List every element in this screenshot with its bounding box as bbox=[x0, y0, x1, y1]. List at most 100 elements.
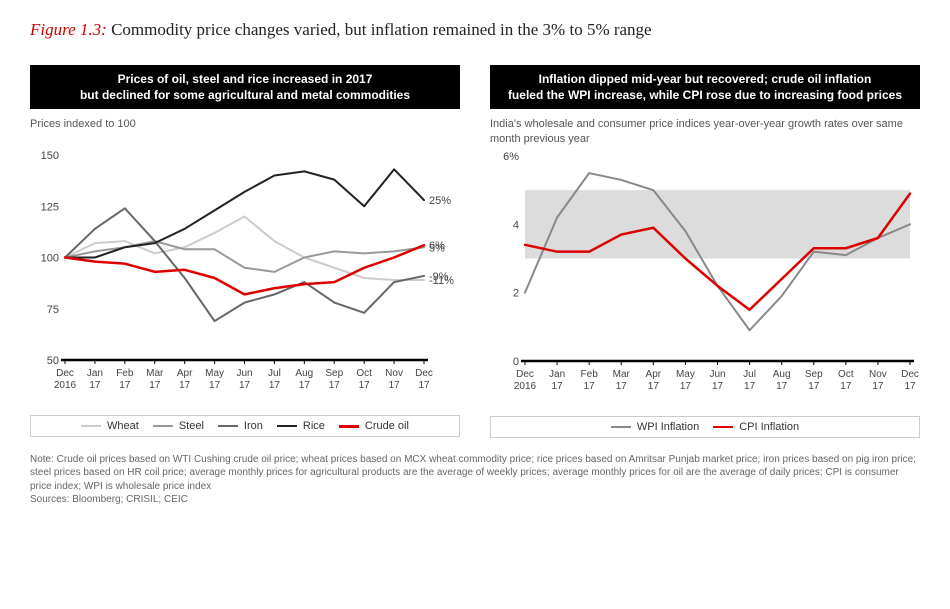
legend-label: Iron bbox=[244, 420, 263, 432]
left-chart-area: 5075100125150-11%5%-9%25%6%Dec2016Jan17F… bbox=[30, 145, 460, 405]
svg-text:17: 17 bbox=[209, 380, 221, 391]
right-sublabel: India's wholesale and consumer price ind… bbox=[490, 117, 920, 146]
svg-text:17: 17 bbox=[744, 381, 756, 392]
right-header-line2: fueled the WPI increase, while CPI rose … bbox=[500, 87, 910, 103]
svg-text:May: May bbox=[676, 369, 695, 380]
svg-text:17: 17 bbox=[776, 381, 788, 392]
svg-text:17: 17 bbox=[269, 380, 281, 391]
svg-text:Nov: Nov bbox=[385, 368, 403, 379]
right-legend: WPI Inflation CPI Inflation bbox=[490, 416, 920, 438]
footnote-note: Note: Crude oil prices based on WTI Cush… bbox=[30, 453, 920, 494]
svg-text:Feb: Feb bbox=[581, 369, 599, 380]
legend-swatch bbox=[713, 426, 733, 429]
svg-text:Aug: Aug bbox=[773, 369, 791, 380]
legend-swatch bbox=[218, 425, 238, 427]
svg-text:17: 17 bbox=[808, 381, 820, 392]
legend-item: Crude oil bbox=[339, 420, 409, 432]
svg-text:17: 17 bbox=[239, 380, 251, 391]
left-chart-header: Prices of oil, steel and rice increased … bbox=[30, 65, 460, 109]
right-chart-panel: Inflation dipped mid-year but recovered;… bbox=[490, 65, 920, 438]
svg-text:Jun: Jun bbox=[709, 369, 725, 380]
svg-text:Jul: Jul bbox=[743, 369, 756, 380]
legend-item: Iron bbox=[218, 420, 263, 432]
svg-text:2: 2 bbox=[513, 288, 519, 300]
footnote-sources: Sources: Bloomberg; CRISIL; CEIC bbox=[30, 493, 920, 507]
svg-text:6%: 6% bbox=[503, 151, 519, 163]
svg-text:Aug: Aug bbox=[295, 368, 313, 379]
svg-text:Jun: Jun bbox=[236, 368, 252, 379]
svg-text:Dec: Dec bbox=[901, 369, 919, 380]
svg-text:Sep: Sep bbox=[805, 369, 823, 380]
left-header-line2: but declined for some agricultural and m… bbox=[40, 87, 450, 103]
legend-label: Crude oil bbox=[365, 420, 409, 432]
svg-text:Dec: Dec bbox=[516, 369, 534, 380]
svg-text:Dec: Dec bbox=[56, 368, 74, 379]
svg-text:125: 125 bbox=[41, 202, 59, 214]
left-header-line1: Prices of oil, steel and rice increased … bbox=[40, 71, 450, 87]
legend-swatch bbox=[153, 425, 173, 427]
svg-text:2016: 2016 bbox=[54, 380, 77, 391]
svg-text:17: 17 bbox=[712, 381, 724, 392]
svg-text:75: 75 bbox=[47, 304, 59, 316]
legend-swatch bbox=[339, 425, 359, 428]
legend-label: CPI Inflation bbox=[739, 421, 799, 433]
legend-label: Wheat bbox=[107, 420, 139, 432]
svg-text:17: 17 bbox=[359, 380, 371, 391]
svg-text:Jan: Jan bbox=[549, 369, 565, 380]
svg-text:100: 100 bbox=[41, 253, 59, 265]
svg-text:Oct: Oct bbox=[356, 368, 372, 379]
svg-text:Oct: Oct bbox=[838, 369, 854, 380]
svg-text:4: 4 bbox=[513, 219, 519, 231]
right-chart-header: Inflation dipped mid-year but recovered;… bbox=[490, 65, 920, 109]
svg-text:Jul: Jul bbox=[268, 368, 281, 379]
footnotes: Note: Crude oil prices based on WTI Cush… bbox=[30, 453, 920, 507]
svg-text:17: 17 bbox=[149, 380, 161, 391]
svg-text:Dec: Dec bbox=[415, 368, 433, 379]
figure-title: Figure 1.3: Commodity price changes vari… bbox=[30, 20, 920, 40]
svg-text:17: 17 bbox=[179, 380, 191, 391]
legend-item: Wheat bbox=[81, 420, 139, 432]
legend-item: WPI Inflation bbox=[611, 421, 699, 433]
svg-text:17: 17 bbox=[584, 381, 596, 392]
svg-text:17: 17 bbox=[904, 381, 916, 392]
svg-text:Sep: Sep bbox=[325, 368, 343, 379]
svg-text:-9%: -9% bbox=[429, 271, 449, 283]
svg-text:50: 50 bbox=[47, 355, 59, 367]
legend-label: Steel bbox=[179, 420, 204, 432]
svg-text:17: 17 bbox=[119, 380, 131, 391]
legend-item: CPI Inflation bbox=[713, 421, 799, 433]
svg-text:May: May bbox=[205, 368, 224, 379]
svg-text:17: 17 bbox=[680, 381, 692, 392]
legend-swatch bbox=[277, 425, 297, 427]
svg-text:150: 150 bbox=[41, 150, 59, 162]
right-chart-area: 0246%Dec2016Jan17Feb17Mar17Apr17May17Jun… bbox=[490, 146, 920, 406]
svg-text:17: 17 bbox=[329, 380, 341, 391]
svg-text:17: 17 bbox=[389, 380, 401, 391]
svg-text:Apr: Apr bbox=[177, 368, 193, 379]
legend-label: WPI Inflation bbox=[637, 421, 699, 433]
charts-row: Prices of oil, steel and rice increased … bbox=[30, 65, 920, 438]
svg-text:Jan: Jan bbox=[87, 368, 103, 379]
left-sublabel: Prices indexed to 100 bbox=[30, 117, 460, 145]
svg-text:17: 17 bbox=[648, 381, 660, 392]
svg-text:25%: 25% bbox=[429, 195, 451, 207]
svg-text:17: 17 bbox=[616, 381, 628, 392]
svg-text:Apr: Apr bbox=[646, 369, 662, 380]
legend-item: Steel bbox=[153, 420, 204, 432]
figure-caption: Commodity price changes varied, but infl… bbox=[111, 20, 652, 39]
svg-text:17: 17 bbox=[89, 380, 101, 391]
figure-label: Figure 1.3: bbox=[30, 20, 107, 39]
svg-text:17: 17 bbox=[552, 381, 564, 392]
svg-text:2016: 2016 bbox=[514, 381, 537, 392]
left-legend: Wheat Steel Iron Rice Crude oil bbox=[30, 415, 460, 437]
svg-text:17: 17 bbox=[418, 380, 430, 391]
legend-swatch bbox=[611, 426, 631, 428]
svg-text:0: 0 bbox=[513, 356, 519, 368]
svg-text:17: 17 bbox=[299, 380, 311, 391]
svg-text:Feb: Feb bbox=[116, 368, 134, 379]
legend-item: Rice bbox=[277, 420, 325, 432]
svg-text:Nov: Nov bbox=[869, 369, 887, 380]
right-header-line1: Inflation dipped mid-year but recovered;… bbox=[500, 71, 910, 87]
left-chart-panel: Prices of oil, steel and rice increased … bbox=[30, 65, 460, 438]
legend-swatch bbox=[81, 425, 101, 427]
